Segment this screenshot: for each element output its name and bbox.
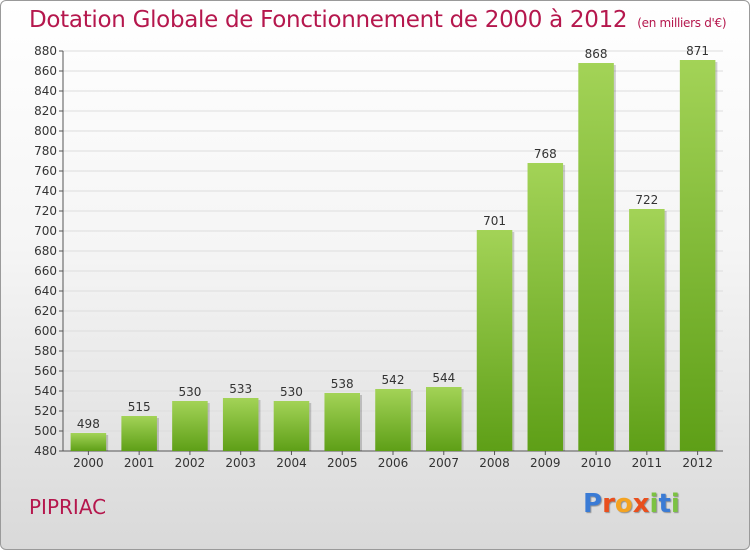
- y-tick-label: 840: [34, 84, 57, 98]
- label-layer: 498 2000 515 2001 530 2002 533 2003 530 2004 538 20…: [73, 44, 713, 470]
- data-label: 868: [585, 47, 608, 61]
- bar: [324, 393, 360, 451]
- y-tick-label: 560: [34, 364, 57, 378]
- data-label: 538: [331, 377, 354, 391]
- y-tick-label: 680: [34, 244, 57, 258]
- data-label: 530: [178, 385, 201, 399]
- y-tick-label: 760: [34, 164, 57, 178]
- y-tick-label: 540: [34, 384, 57, 398]
- logo-letter: x: [632, 489, 650, 519]
- x-tick-label: 2012: [682, 456, 713, 470]
- x-tick-label: 2010: [581, 456, 612, 470]
- data-label: 530: [280, 385, 303, 399]
- bar: [222, 398, 259, 451]
- data-label: 533: [229, 382, 252, 396]
- logo-letter: P: [583, 489, 603, 519]
- bar: [172, 401, 208, 451]
- y-tick-label: 700: [34, 224, 57, 238]
- x-tick-label: 2006: [378, 456, 409, 470]
- y-tick-label: 520: [34, 404, 57, 418]
- y-tick-label: 720: [34, 204, 57, 218]
- town-name: PIPRIAC: [29, 495, 107, 519]
- bar-layer: [70, 60, 718, 451]
- data-label: 498: [77, 417, 100, 431]
- bar: [527, 163, 564, 451]
- y-tick-label: 500: [34, 424, 57, 438]
- logo-letter: i: [670, 489, 680, 519]
- y-tick-label: 800: [34, 124, 57, 138]
- x-tick-label: 2003: [225, 456, 256, 470]
- y-tick-label: 480: [34, 444, 57, 458]
- chart-subtitle: (en milliers d'€): [637, 16, 727, 30]
- x-tick-label: 2002: [175, 456, 206, 470]
- x-tick-label: 2005: [327, 456, 358, 470]
- data-label: 542: [382, 373, 405, 387]
- data-label: 701: [483, 214, 506, 228]
- x-tick-label: 2011: [632, 456, 663, 470]
- x-tick-label: 2008: [479, 456, 510, 470]
- y-tick-label: 640: [34, 284, 57, 298]
- x-tick-label: 2001: [124, 456, 155, 470]
- bar: [70, 433, 107, 451]
- y-tick-label: 660: [34, 264, 57, 278]
- y-tick-label: 600: [34, 324, 57, 338]
- data-label: 544: [432, 371, 455, 385]
- logo-letter: t: [658, 489, 671, 519]
- bar: [426, 387, 462, 451]
- y-tick-label: 580: [34, 344, 57, 358]
- x-tick-label: 2007: [428, 456, 459, 470]
- x-tick-label: 2000: [73, 456, 104, 470]
- y-tick-label: 860: [34, 64, 57, 78]
- data-label: 768: [534, 147, 557, 161]
- chart-title: Dotation Globale de Fonctionnement de 20…: [29, 7, 727, 33]
- bar: [578, 63, 614, 451]
- x-tick-label: 2004: [276, 456, 307, 470]
- bar: [273, 401, 310, 451]
- logo-letter: o: [614, 489, 633, 519]
- data-label: 515: [128, 400, 151, 414]
- data-label: 871: [686, 44, 709, 58]
- data-label: 722: [635, 193, 658, 207]
- proxiti-logo: Proxiti: [583, 489, 680, 519]
- x-tick-label: 2009: [530, 456, 561, 470]
- y-tick-label: 620: [34, 304, 57, 318]
- y-tick-label: 780: [34, 144, 57, 158]
- bar: [629, 209, 665, 451]
- title-text: Dotation Globale de Fonctionnement de 20…: [29, 7, 628, 33]
- y-tick-label: 740: [34, 184, 57, 198]
- y-tick-label: 820: [34, 104, 57, 118]
- logo-letter: r: [602, 489, 615, 519]
- bar: [679, 60, 716, 451]
- y-tick-label: 880: [34, 44, 57, 58]
- logo-letter: i: [649, 489, 659, 519]
- bar: [476, 230, 513, 451]
- bar: [375, 389, 411, 451]
- bar: [121, 416, 157, 451]
